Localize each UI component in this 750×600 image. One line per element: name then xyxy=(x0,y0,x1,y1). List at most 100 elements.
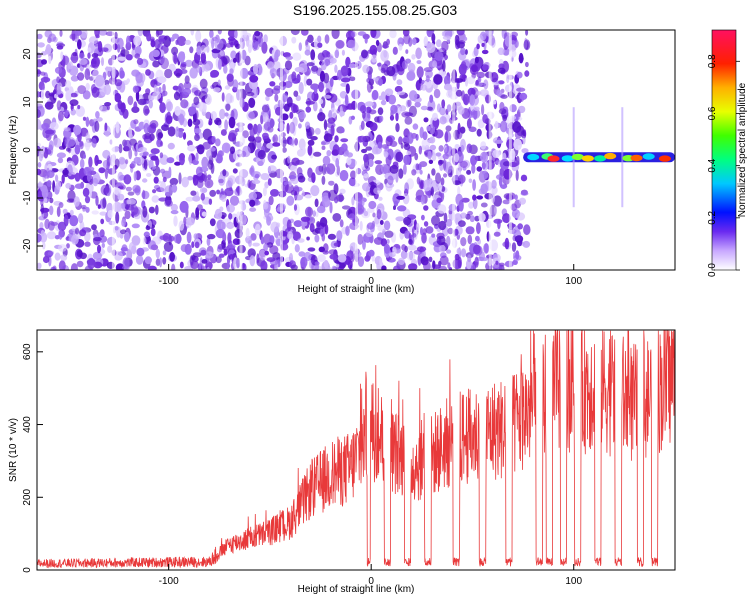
noise-speckle xyxy=(267,165,277,173)
noise-speckle xyxy=(69,215,79,227)
noise-speckle xyxy=(380,163,389,174)
noise-speckle xyxy=(164,68,173,79)
colorbar-tick-label: 0.6 xyxy=(707,106,718,120)
noise-speckle xyxy=(193,128,202,134)
noise-speckle xyxy=(58,202,64,208)
noise-speckle xyxy=(127,191,135,196)
spectrogram-y-tick-label: 20 xyxy=(22,48,33,60)
noise-speckle xyxy=(102,149,111,159)
noise-speckle xyxy=(395,122,400,133)
noise-speckle xyxy=(245,227,250,239)
noise-speckle xyxy=(136,57,144,66)
noise-speckle xyxy=(502,199,511,205)
noise-speckle xyxy=(46,231,57,240)
noise-speckle xyxy=(292,231,301,241)
noise-speckle xyxy=(190,30,195,36)
noise-speckle xyxy=(426,42,436,54)
noise-speckle xyxy=(132,85,139,93)
noise-speckle xyxy=(205,111,212,119)
noise-speckle xyxy=(74,172,81,182)
noise-speckle xyxy=(201,211,207,217)
noise-speckle xyxy=(476,43,480,50)
noise-speckle xyxy=(55,174,59,182)
noise-speckle xyxy=(201,265,205,270)
noise-speckle xyxy=(194,241,200,249)
snr-y-axis-label: SNR (10 * v/v) xyxy=(8,418,19,482)
noise-speckle xyxy=(440,177,445,186)
noise-speckle xyxy=(260,173,270,181)
noise-speckle xyxy=(407,244,417,251)
noise-speckle xyxy=(270,189,279,197)
snr-x-tick-label: 100 xyxy=(565,576,582,587)
noise-speckle xyxy=(92,251,102,260)
noise-speckle xyxy=(443,173,448,178)
noise-speckle xyxy=(188,153,192,166)
signal-blob xyxy=(642,153,655,160)
noise-speckle xyxy=(235,128,239,133)
noise-speckle xyxy=(420,226,423,236)
noise-speckle xyxy=(213,87,221,93)
noise-speckle xyxy=(143,231,150,238)
noise-speckle xyxy=(260,114,264,125)
noise-speckle xyxy=(392,246,397,255)
noise-speckle xyxy=(382,44,389,49)
noise-speckle xyxy=(412,123,419,130)
noise-speckle xyxy=(37,103,43,109)
noise-speckle xyxy=(393,205,396,210)
noise-speckle xyxy=(37,70,42,75)
noise-speckle xyxy=(332,213,342,222)
noise-speckle xyxy=(262,187,267,197)
noise-speckle xyxy=(473,46,479,57)
signal-spike xyxy=(621,107,624,208)
noise-speckle xyxy=(94,120,100,132)
noise-speckle xyxy=(305,206,313,217)
noise-speckle xyxy=(85,116,90,128)
noise-speckle xyxy=(186,231,192,244)
noise-speckle xyxy=(269,81,276,87)
noise-speckle xyxy=(416,246,427,253)
noise-speckle xyxy=(380,91,386,101)
noise-speckle xyxy=(120,229,127,235)
noise-speckle xyxy=(85,82,90,91)
noise-speckle xyxy=(57,157,64,164)
noise-speckle xyxy=(456,30,465,36)
noise-speckle xyxy=(133,156,141,164)
noise-speckle xyxy=(481,162,486,170)
noise-speckle xyxy=(318,98,324,105)
noise-speckle xyxy=(234,30,238,39)
noise-speckle xyxy=(260,236,265,245)
noise-speckle xyxy=(419,169,423,175)
noise-speckle xyxy=(415,222,420,231)
noise-speckle xyxy=(218,178,224,184)
noise-speckle xyxy=(215,228,225,239)
noise-speckle xyxy=(37,91,40,98)
noise-speckle xyxy=(93,236,102,242)
noise-speckle xyxy=(376,209,382,220)
noise-speckle xyxy=(169,251,176,262)
noise-speckle xyxy=(206,45,210,53)
noise-speckle xyxy=(189,46,194,54)
noise-speckle xyxy=(293,204,298,211)
noise-speckle xyxy=(228,116,236,129)
noise-speckle xyxy=(58,260,66,270)
noise-speckle xyxy=(492,253,501,263)
noise-speckle xyxy=(317,52,325,61)
noise-speckle xyxy=(312,229,319,236)
noise-speckle xyxy=(322,195,331,208)
noise-speckle xyxy=(445,125,452,132)
noise-speckle xyxy=(441,40,449,52)
noise-speckle xyxy=(257,35,264,48)
noise-speckle xyxy=(290,30,300,36)
noise-speckle xyxy=(140,73,146,83)
noise-speckle xyxy=(55,180,62,191)
colorbar-tick-label: 0.4 xyxy=(707,158,718,172)
noise-speckle xyxy=(328,249,337,255)
noise-speckle xyxy=(265,95,270,102)
noise-speckle xyxy=(95,34,100,39)
noise-speckle xyxy=(195,166,203,177)
noise-speckle xyxy=(403,216,412,226)
noise-speckle xyxy=(304,121,311,129)
noise-speckle xyxy=(375,39,380,47)
noise-speckle xyxy=(443,75,451,86)
noise-speckle xyxy=(199,187,208,194)
